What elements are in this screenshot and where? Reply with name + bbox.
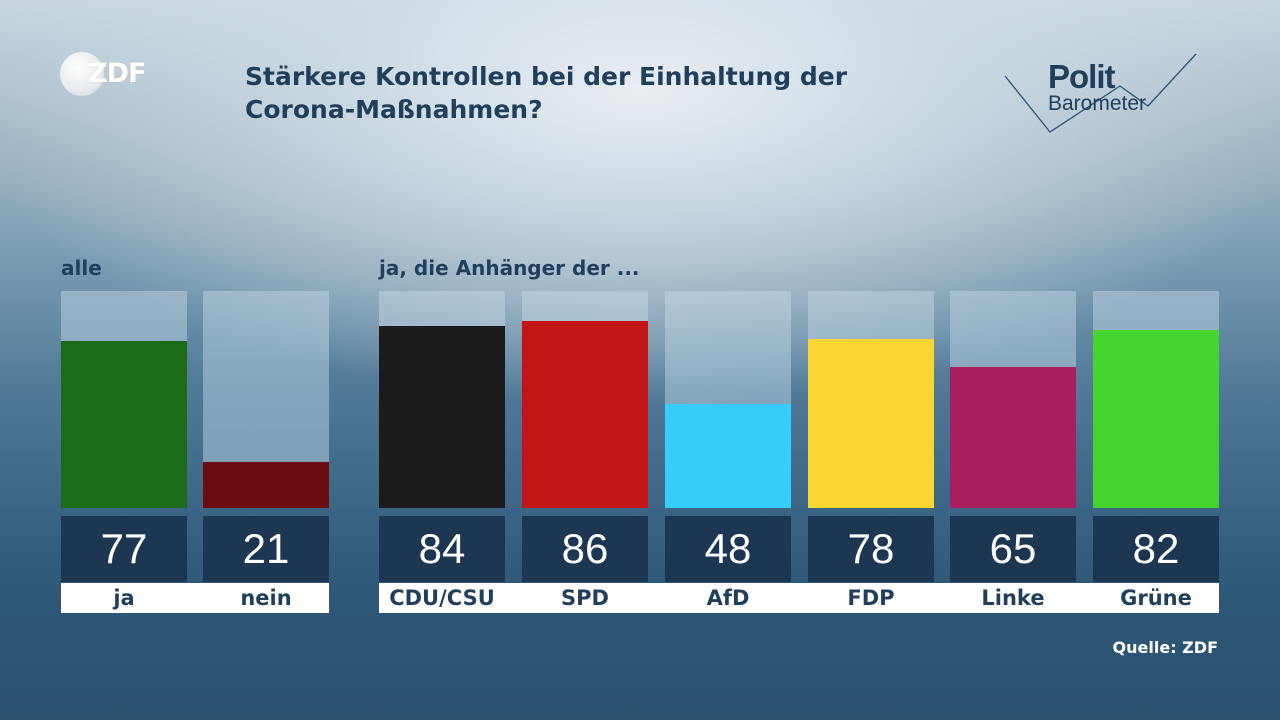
category-label-ja: ja (113, 586, 135, 610)
category-strip-all (61, 583, 329, 613)
category-label-linke: Linke (981, 586, 1045, 610)
zdf-logo-disc (60, 52, 104, 96)
politbarometer-logo-polit: Polit (1048, 58, 1115, 95)
source-note: Quelle: ZDF (1112, 638, 1218, 657)
value-label-nein: 21 (203, 516, 329, 582)
value-label-afd: 48 (665, 516, 791, 582)
bar-grüne (1093, 330, 1219, 508)
bar-cdu-csu (379, 326, 505, 508)
bar-ja (61, 341, 187, 508)
value-label-fdp: 78 (808, 516, 934, 582)
bar-spd (522, 321, 648, 508)
chart-title-line1: Stärkere Kontrollen bei der Einhaltung d… (245, 62, 848, 91)
group-label-parties: ja, die Anhänger der ... (379, 256, 640, 280)
category-label-fdp: FDP (847, 586, 895, 610)
category-strip-parties (379, 583, 1219, 613)
value-label-cdu-csu: 84 (379, 516, 505, 582)
zdf-logo-text: ZDF (88, 58, 146, 89)
bar-afd (665, 404, 791, 508)
bar-track-grüne (1093, 291, 1219, 508)
bar-track-cdu-csu (379, 291, 505, 508)
bar-linke (950, 367, 1076, 508)
chart-title: Stärkere Kontrollen bei der Einhaltung d… (245, 60, 945, 126)
value-label-grüne: 82 (1093, 516, 1219, 582)
category-label-afd: AfD (706, 586, 750, 610)
bar-track-afd (665, 291, 791, 508)
category-label-grüne: Grüne (1120, 586, 1192, 610)
politbarometer-logo-barometer: Barometer (1048, 92, 1147, 115)
value-label-linke: 65 (950, 516, 1076, 582)
bar-track-ja (61, 291, 187, 508)
bar-track-fdp (808, 291, 934, 508)
category-label-nein: nein (240, 586, 292, 610)
value-label-spd: 86 (522, 516, 648, 582)
bar-track-linke (950, 291, 1076, 508)
bar-fdp (808, 339, 934, 508)
value-label-ja: 77 (61, 516, 187, 582)
politbarometer-logo-graphic (1004, 53, 1197, 133)
category-label-cdu-csu: CDU/CSU (389, 586, 495, 610)
chart-title-line2: Corona-Maßnahmen? (245, 95, 543, 124)
bar-track-spd (522, 291, 648, 508)
zdf-logo: ZDF (60, 52, 150, 96)
group-label-all: alle (61, 256, 102, 280)
bar-nein (203, 462, 329, 508)
category-label-spd: SPD (561, 586, 609, 610)
bar-track-nein (203, 291, 329, 508)
